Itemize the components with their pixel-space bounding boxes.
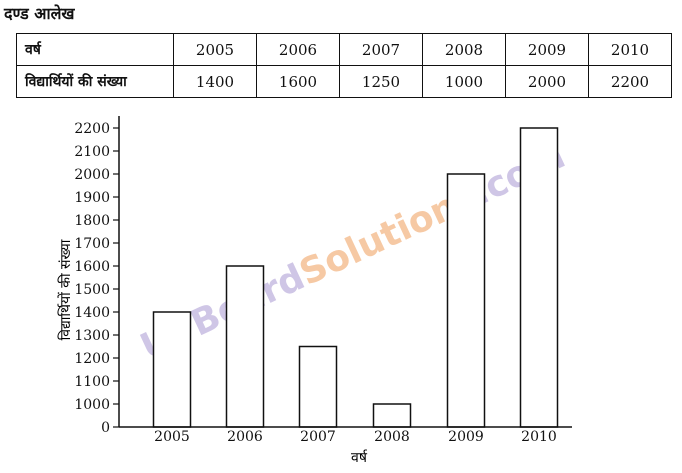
table-cell-year: 2005	[173, 33, 257, 66]
y-tick-label: 2000	[74, 167, 110, 183]
bar	[372, 403, 412, 428]
table-row-header-year: वर्ष	[16, 33, 174, 66]
x-tick-label: 2006	[227, 429, 263, 445]
x-tick-label: 2005	[154, 429, 190, 445]
table-row-year: वर्ष 2005 2006 2007 2008 2009 2010	[16, 33, 672, 66]
watermark-text: UPBoardSolutions.com	[134, 135, 571, 368]
table-cell-count: 1000	[422, 65, 506, 98]
y-tick-label: 2200	[74, 121, 110, 137]
y-tick-label: 1000	[74, 397, 110, 413]
x-axis-label: वर्ष	[351, 449, 368, 466]
y-tick-label: 2100	[74, 144, 110, 160]
x-tick-label: 2009	[448, 429, 484, 445]
y-tick-label: 0	[101, 420, 110, 436]
table-cell-count: 1400	[173, 65, 257, 98]
y-tick-label: 1400	[74, 305, 110, 321]
table-cell-count: 2000	[505, 65, 589, 98]
bar	[446, 173, 486, 428]
x-tick-label: 2010	[521, 429, 557, 445]
watermark: UPBoardSolutions.com	[134, 135, 571, 368]
bar	[519, 127, 559, 428]
y-tick-label: 1800	[74, 213, 110, 229]
table-cell-count: 1600	[256, 65, 340, 98]
y-tick-label: 1300	[74, 328, 110, 344]
y-ticks: 0 1000 1100 1200 1300 1400 1500 1600 1700 1800 190…	[74, 121, 119, 436]
y-tick-label: 1700	[74, 236, 110, 252]
y-axis-label: विद्यार्थियों की संख्या	[57, 239, 74, 340]
table-cell-year: 2006	[256, 33, 340, 66]
data-table: वर्ष 2005 2006 2007 2008 2009 2010 विद्य…	[16, 33, 672, 98]
axes	[118, 116, 572, 428]
table-row-count: विद्यार्थियों की संख्या 1400 1600 1250 1…	[16, 65, 672, 98]
table-cell-year: 2007	[339, 33, 423, 66]
table-row-header-count: विद्यार्थियों की संख्या	[16, 65, 174, 98]
y-tick-label: 1900	[74, 190, 110, 206]
page-heading: दण्ड आलेख	[4, 4, 75, 23]
y-tick-label: 1200	[74, 351, 110, 367]
x-tick-label: 2007	[300, 429, 336, 445]
y-tick-label: 1100	[74, 374, 110, 390]
bar	[298, 345, 338, 428]
x-tick-label: 2008	[374, 429, 410, 445]
x-ticks: 2005 2006 2007 2008 2009 2010	[154, 429, 557, 445]
y-tick-label: 1500	[74, 282, 110, 298]
y-tick-label: 1600	[74, 259, 110, 275]
table-cell-count: 2200	[588, 65, 672, 98]
bar	[225, 265, 265, 428]
table-cell-year: 2010	[588, 33, 672, 66]
table-cell-count: 1250	[339, 65, 423, 98]
bar	[152, 311, 192, 428]
